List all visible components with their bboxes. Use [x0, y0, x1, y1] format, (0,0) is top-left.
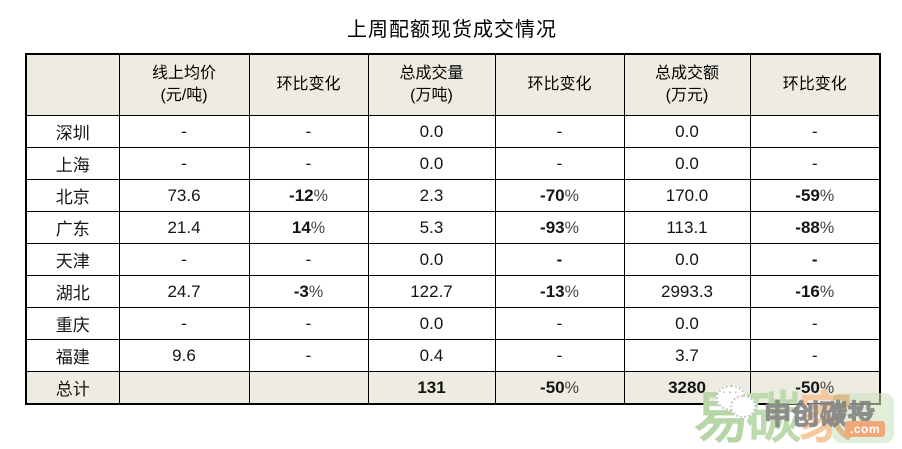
value-cell: -: [248, 147, 369, 180]
table-row: 福建 9.6-0.4-3.7-: [25, 339, 881, 372]
value-cell: 3.7: [623, 339, 751, 372]
region-cell: 重庆: [25, 307, 120, 340]
value-cell: 24.7: [118, 275, 250, 308]
total-row: 总计 131 -50% 3280 -50%: [25, 371, 881, 405]
region-cell: 福建: [25, 339, 120, 372]
value-cell: -: [118, 147, 250, 180]
value-cell: -88%: [749, 211, 881, 244]
value-cell: -: [749, 339, 881, 372]
value-cell: 0.0: [623, 307, 751, 340]
value-cell: -59%: [749, 179, 881, 212]
region-cell: 上海: [25, 147, 120, 180]
value-cell: 0.0: [623, 115, 751, 148]
table-row: 湖北 24.7 -3% 122.7 -13% 2993.3 -16%: [25, 275, 881, 308]
value-cell: 0.0: [623, 243, 751, 276]
column-header: 总成交额 (万元): [623, 53, 751, 116]
value-cell: 73.6: [118, 179, 250, 212]
value-cell: -16%: [749, 275, 881, 308]
value-cell: 2.3: [367, 179, 496, 212]
value-cell: -: [248, 339, 369, 372]
value-cell: -93%: [494, 211, 625, 244]
region-cell: 总计: [25, 371, 120, 405]
table-row: 深圳 - -0.0-0.0-: [25, 115, 881, 148]
header-row: 线上均价 (元/吨) 环比变化 总成交量 (万吨) 环比变化 总成交额 (万元) 环比变化: [25, 53, 881, 116]
value-cell: -: [248, 243, 369, 276]
value-cell: -: [749, 115, 881, 148]
value-cell: 122.7: [367, 275, 496, 308]
value-cell: [118, 371, 250, 405]
value-cell: -12%: [248, 179, 369, 212]
column-header: 线上均价 (元/吨): [118, 53, 250, 116]
table-row: 重庆 - -0.0-0.0-: [25, 307, 881, 340]
value-cell: 0.0: [367, 243, 496, 276]
value-cell: -: [749, 147, 881, 180]
value-cell: -: [118, 307, 250, 340]
value-cell: 170.0: [623, 179, 751, 212]
table-row: 北京 73.6 -12% 2.3 -70% 170.0 -59%: [25, 179, 881, 212]
value-cell: -13%: [494, 275, 625, 308]
column-header: 环比变化: [494, 53, 625, 116]
value-cell: -: [248, 115, 369, 148]
dotcom-badge: .com: [845, 421, 886, 437]
region-cell: 北京: [25, 179, 120, 212]
table-row: 广东 21.4 14% 5.3 -93% 113.1 -88%: [25, 211, 881, 244]
value-cell: -: [494, 147, 625, 180]
quota-table: 线上均价 (元/吨) 环比变化 总成交量 (万吨) 环比变化 总成交额 (万元) 环比变化 深圳…: [25, 53, 881, 405]
value-cell: -: [749, 243, 881, 276]
value-cell: 0.0: [367, 147, 496, 180]
value-cell: -3%: [248, 275, 369, 308]
region-cell: 广东: [25, 211, 120, 244]
value-cell: 113.1: [623, 211, 751, 244]
value-cell: -: [118, 243, 250, 276]
column-header: [25, 53, 120, 116]
table-row: 上海 - -0.0-0.0-: [25, 147, 881, 180]
value-cell: 0.0: [367, 307, 496, 340]
value-cell: 131: [367, 371, 496, 405]
column-header: 总成交量 (万吨): [367, 53, 496, 116]
value-cell: 0.0: [623, 147, 751, 180]
value-cell: -70%: [494, 179, 625, 212]
value-cell: -: [749, 307, 881, 340]
value-cell: 0.0: [367, 115, 496, 148]
value-cell: [248, 371, 369, 405]
table-body: 深圳 - -0.0-0.0- 上海 - -0.0-0.0- 北京 73.6 -12% 2.3 -70…: [25, 115, 881, 405]
value-cell: -: [248, 307, 369, 340]
value-cell: 0.4: [367, 339, 496, 372]
value-cell: -: [118, 115, 250, 148]
table-row: 天津 - -0.0-0.0-: [25, 243, 881, 276]
value-cell: 14%: [248, 211, 369, 244]
region-cell: 湖北: [25, 275, 120, 308]
page-title: 上周配额现货成交情况: [347, 19, 557, 41]
region-cell: 天津: [25, 243, 120, 276]
value-cell: 21.4: [118, 211, 250, 244]
value-cell: 5.3: [367, 211, 496, 244]
region-cell: 深圳: [25, 115, 120, 148]
column-header: 环比变化: [248, 53, 369, 116]
value-cell: -: [494, 307, 625, 340]
column-header: 环比变化: [749, 53, 881, 116]
value-cell: -50%: [749, 371, 881, 405]
value-cell: 3280: [623, 371, 751, 405]
value-cell: -: [494, 243, 625, 276]
value-cell: -: [494, 339, 625, 372]
value-cell: 9.6: [118, 339, 250, 372]
value-cell: -50%: [494, 371, 625, 405]
value-cell: 2993.3: [623, 275, 751, 308]
value-cell: -: [494, 115, 625, 148]
